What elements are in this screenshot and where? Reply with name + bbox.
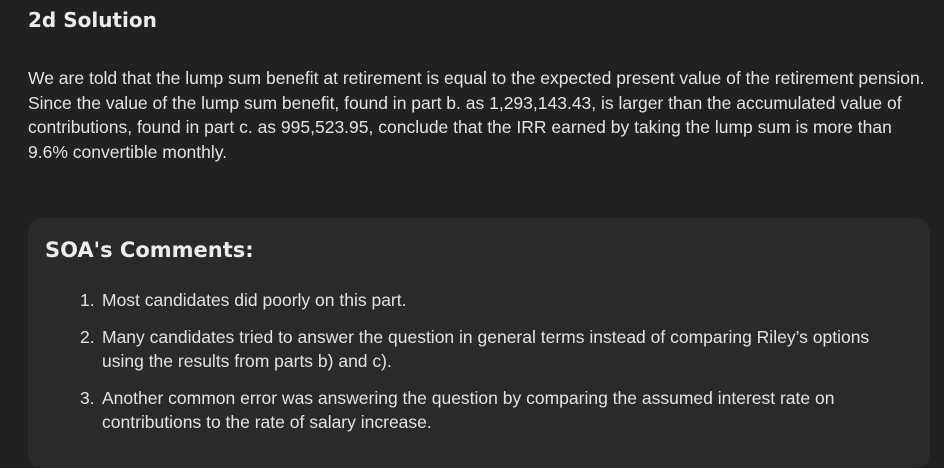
- comment-item: 3. Another common error was answering th…: [80, 386, 910, 434]
- comment-number: 1.: [80, 290, 95, 310]
- comment-text: Many candidates tried to answer the ques…: [102, 327, 870, 371]
- solution-paragraph: We are told that the lump sum benefit at…: [28, 68, 925, 162]
- comment-text: Most candidates did poorly on this part.: [102, 290, 407, 310]
- comment-number: 3.: [80, 388, 95, 408]
- comments-title: SOA's Comments:: [45, 238, 254, 262]
- comment-item: 2. Many candidates tried to answer the q…: [80, 325, 910, 373]
- comment-number: 2.: [80, 327, 95, 347]
- comments-list: 1. Most candidates did poorly on this pa…: [80, 288, 910, 447]
- section-title: 2d Solution: [28, 8, 157, 32]
- comment-text: Another common error was answering the q…: [102, 388, 835, 432]
- comment-item: 1. Most candidates did poorly on this pa…: [80, 288, 910, 312]
- comments-card: SOA's Comments: 1. Most candidates did p…: [28, 218, 930, 468]
